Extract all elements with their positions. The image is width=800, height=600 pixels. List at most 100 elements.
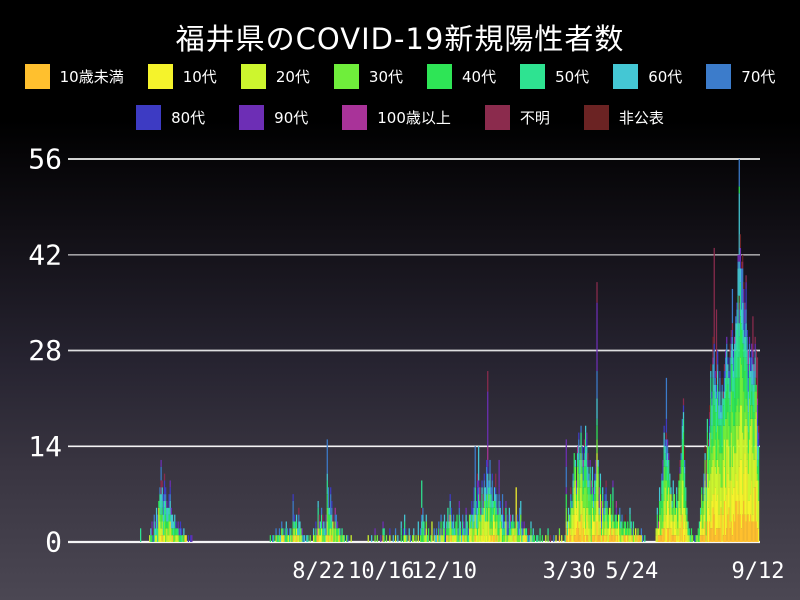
bar-segment bbox=[722, 459, 724, 515]
bar-segment bbox=[755, 350, 757, 378]
bar-segment bbox=[682, 507, 685, 529]
bar-segment bbox=[480, 514, 482, 522]
bar-segment bbox=[740, 268, 743, 310]
bar-segment bbox=[747, 412, 749, 433]
bar-segment bbox=[498, 487, 500, 495]
bar-segment bbox=[558, 528, 561, 536]
bar-segment bbox=[493, 500, 496, 508]
bar-segment bbox=[709, 459, 711, 481]
bar-segment bbox=[664, 487, 666, 522]
bar-segment bbox=[380, 535, 382, 542]
bar-segment bbox=[570, 535, 572, 542]
bar-segment bbox=[720, 412, 722, 419]
bar-segment bbox=[516, 514, 518, 522]
bar-segment bbox=[707, 459, 710, 474]
bar-segment bbox=[580, 453, 582, 474]
bar-segment bbox=[756, 459, 759, 467]
bar-segment bbox=[456, 528, 458, 542]
legend-label: 70代 bbox=[741, 68, 776, 86]
bar-segment bbox=[520, 500, 522, 515]
bar-segment bbox=[745, 275, 747, 283]
bar-segment bbox=[452, 521, 455, 529]
bar-segment bbox=[740, 309, 743, 324]
bar-segment bbox=[600, 521, 603, 529]
bar-segment bbox=[483, 500, 485, 508]
bar-segment bbox=[633, 535, 636, 542]
legend-item-3: 30代 bbox=[333, 64, 403, 89]
bar-segment bbox=[706, 521, 709, 542]
bar-segment bbox=[547, 528, 549, 536]
bar-segment bbox=[508, 521, 510, 529]
bar-segment bbox=[478, 514, 480, 529]
bar-segment bbox=[722, 514, 724, 536]
bar-segment bbox=[333, 521, 335, 529]
bar-segment bbox=[735, 323, 737, 351]
legend-item-6: 60代 bbox=[613, 64, 682, 89]
bar-segment bbox=[581, 466, 583, 474]
bar-segment bbox=[578, 432, 580, 440]
bar-segment bbox=[490, 535, 492, 542]
bar-segment bbox=[727, 514, 729, 542]
bar-segment bbox=[581, 459, 583, 467]
bar-segment bbox=[463, 528, 465, 536]
bar-segment bbox=[470, 535, 472, 542]
bar-segment bbox=[419, 535, 422, 542]
bar-segment bbox=[698, 521, 701, 529]
bar-segment bbox=[476, 473, 479, 481]
bar-segment bbox=[498, 494, 500, 501]
bar-segment bbox=[739, 268, 742, 283]
bar-segment bbox=[533, 535, 536, 542]
bar-segment bbox=[487, 521, 489, 542]
legend-swatch-icon bbox=[520, 64, 546, 89]
bar-segment bbox=[717, 425, 719, 460]
bar-segment bbox=[748, 398, 751, 440]
bar-segment bbox=[625, 528, 628, 536]
bar-segment bbox=[710, 364, 712, 372]
bar-segment bbox=[688, 535, 690, 542]
bar-segment bbox=[705, 500, 707, 522]
bar-segment bbox=[385, 535, 388, 542]
bar-segment bbox=[509, 535, 512, 542]
bar-segment bbox=[702, 507, 704, 529]
bar-segment bbox=[498, 459, 500, 488]
bar-segment bbox=[495, 500, 497, 515]
bar-segment bbox=[578, 528, 580, 542]
bar-segment bbox=[677, 528, 679, 536]
bar-segment bbox=[742, 329, 744, 344]
bar-segment bbox=[729, 343, 731, 351]
bar-segment bbox=[154, 521, 157, 529]
bar-segment bbox=[739, 405, 742, 460]
bar-segment bbox=[709, 425, 711, 433]
bar-segment bbox=[485, 521, 488, 536]
bar-segment bbox=[686, 507, 688, 515]
bar-segment bbox=[713, 494, 715, 515]
bar-segment bbox=[597, 500, 599, 515]
bar-segment bbox=[465, 507, 467, 515]
bar-segment bbox=[726, 350, 728, 372]
bar-segment bbox=[737, 439, 739, 495]
bar-segment bbox=[668, 528, 670, 542]
bar-segment bbox=[701, 528, 703, 536]
bar-segment bbox=[722, 405, 724, 426]
bar-segment bbox=[618, 514, 620, 522]
bar-segment bbox=[581, 453, 583, 460]
bar-segment bbox=[684, 466, 686, 474]
bar-segment bbox=[680, 446, 682, 454]
bar-segment bbox=[664, 446, 666, 454]
bar-segment bbox=[661, 494, 663, 508]
bar-segment bbox=[412, 535, 414, 542]
bar-segment bbox=[657, 535, 660, 542]
bar-segment bbox=[734, 521, 736, 542]
bar-segment bbox=[277, 535, 279, 542]
bar-segment bbox=[496, 514, 498, 522]
bar-segment bbox=[671, 507, 673, 515]
bar-segment bbox=[498, 528, 500, 536]
bar-segment bbox=[592, 535, 595, 542]
bar-segment bbox=[587, 507, 589, 522]
bar-segment bbox=[440, 514, 442, 522]
bar-segment bbox=[331, 500, 333, 508]
bar-segment bbox=[177, 528, 179, 536]
bar-segment bbox=[591, 535, 594, 542]
bar-segment bbox=[449, 494, 451, 501]
bar-segment bbox=[577, 521, 579, 542]
